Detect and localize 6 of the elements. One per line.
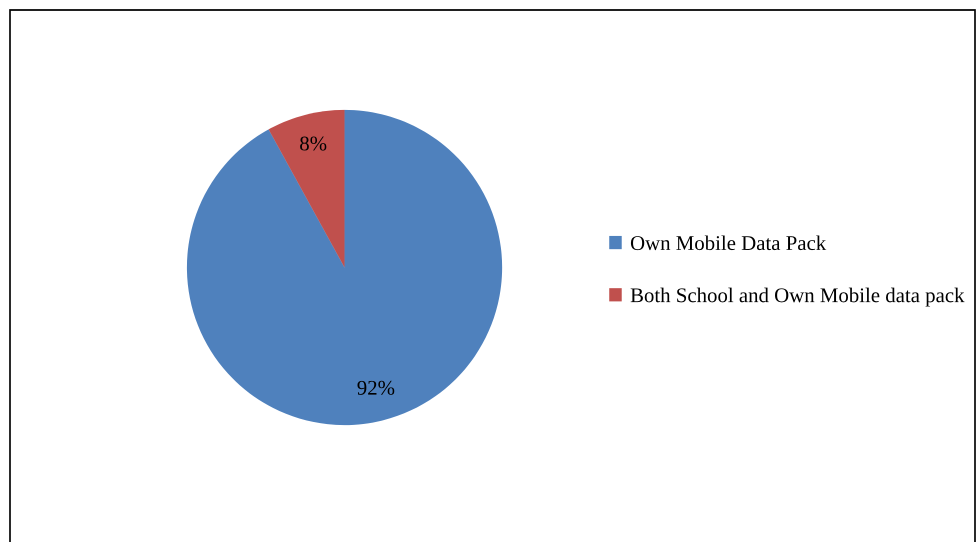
pie-slice <box>268 110 345 268</box>
data-label: 8% <box>300 136 326 151</box>
data-label: 92% <box>357 380 394 395</box>
legend-label: Both School and Own Mobile data pack <box>630 288 964 307</box>
legend-label: Own Mobile Data Pack <box>630 235 826 250</box>
pie-slice <box>186 110 502 426</box>
